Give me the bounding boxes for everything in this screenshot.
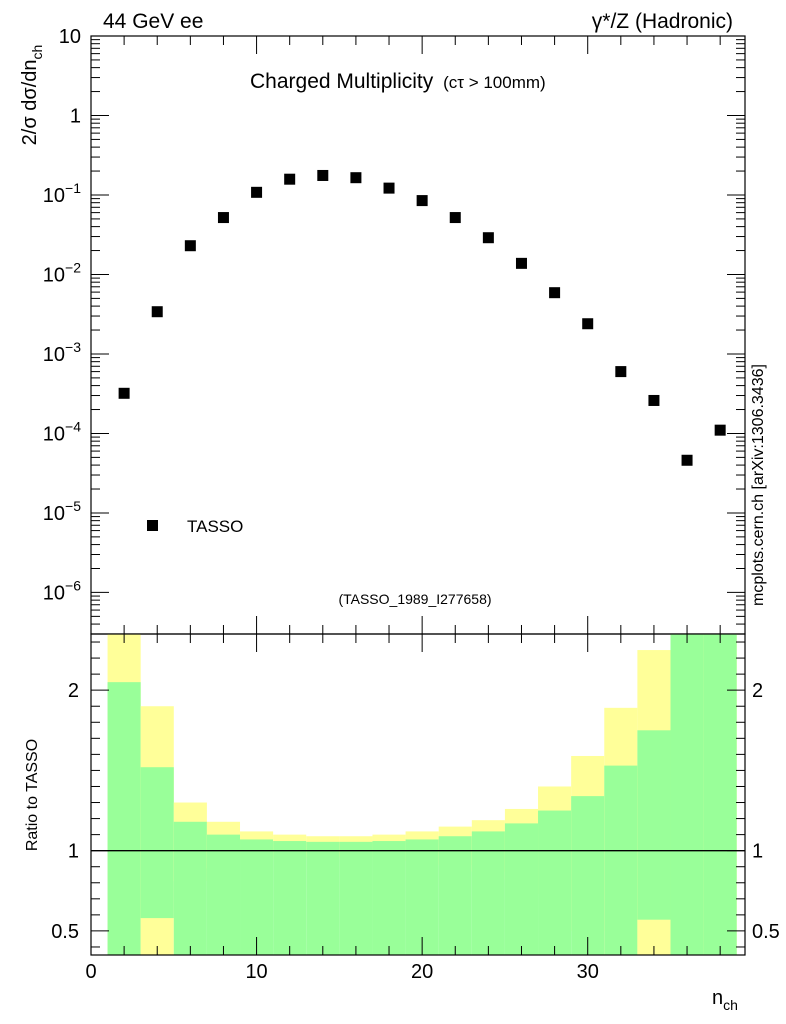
xtick-label-1: 10 <box>245 961 267 983</box>
ratio-inner-band-4 <box>240 839 274 955</box>
ratio-inner-band-13 <box>538 810 572 955</box>
main-ytick-label-1: 1 <box>70 105 81 127</box>
data-point <box>549 287 561 299</box>
data-point <box>350 172 362 184</box>
ratio-inner-band-12 <box>504 823 539 955</box>
data-point <box>714 424 726 436</box>
chart-title-suffix: (cτ > 100mm) <box>443 73 546 92</box>
data-point <box>284 173 296 185</box>
main-frame <box>90 35 746 635</box>
main-ylabel: 2/σ dσ/dnch <box>19 45 45 146</box>
data-point <box>615 366 627 378</box>
ratio-ytick-label-left-1: 1 <box>68 841 79 863</box>
header-left-label: 44 GeV ee <box>103 10 203 33</box>
main-ytick-label-4: 10−3 <box>43 339 81 366</box>
ratio-ytick-label-right-2: 2 <box>752 680 763 702</box>
data-point <box>151 306 163 318</box>
ratio-inner-band-17 <box>670 634 704 955</box>
ratio-ylabel: Ratio to TASSO <box>24 739 41 851</box>
main-data-points <box>118 169 726 466</box>
ratio-ytick-label-right-0: 0.5 <box>752 921 780 943</box>
ratio-inner-band-18 <box>703 634 737 955</box>
ratio-inner-band-1 <box>140 767 174 919</box>
data-point <box>482 232 494 244</box>
main-axis: 10 1 10−1 10−2 10−3 10−4 10−5 10−6 <box>43 26 746 635</box>
ratio-ytick-label-left-0: 0.5 <box>51 921 79 943</box>
ratio-axis: 0.5 0.51 12 20 10 20 30 <box>51 633 780 983</box>
ratio-inner-band-7 <box>339 841 373 955</box>
main-ytick-label-7: 10−6 <box>43 577 81 604</box>
ratio-inner-band-2 <box>173 821 207 955</box>
data-point <box>217 212 229 224</box>
xtick-label-0: 0 <box>85 961 96 983</box>
xtick-label-2: 20 <box>411 961 433 983</box>
data-point <box>317 169 329 181</box>
ratio-inner-band-3 <box>206 834 241 955</box>
data-point <box>515 257 527 269</box>
data-point <box>251 186 263 198</box>
ratio-ytick-label-left-2: 2 <box>68 680 79 702</box>
legend-marker <box>147 520 158 531</box>
ratio-inner-band-11 <box>471 831 505 955</box>
ratio-inner-band-15 <box>604 765 638 955</box>
main-ytick-label-3: 10−2 <box>43 259 81 286</box>
data-point <box>582 318 594 330</box>
data-point <box>681 454 693 466</box>
data-point <box>648 394 660 406</box>
main-ytick-label-0: 10 <box>59 26 81 48</box>
ratio-frame <box>90 633 746 956</box>
x-axis-label: nch <box>712 987 738 1013</box>
ratio-inner-band-10 <box>438 836 472 955</box>
chart-title: Charged Multiplicity (cτ > 100mm) <box>250 70 546 93</box>
main-ytick-label-2: 10−1 <box>43 180 81 207</box>
chart-title-main: Charged Multiplicity <box>250 70 434 93</box>
ratio-ytick-label-right-1: 1 <box>752 841 763 863</box>
ratio-inner-band-16 <box>637 730 671 920</box>
ratio-inner-band-0 <box>107 682 141 955</box>
data-point <box>184 240 196 252</box>
main-ytick-label-6: 10−5 <box>43 498 81 525</box>
data-point <box>449 212 461 224</box>
ratio-inner-band-8 <box>372 841 406 955</box>
data-point <box>118 387 130 399</box>
main-ytick-label-5: 10−4 <box>43 418 81 445</box>
ratio-bands <box>91 634 745 955</box>
legend-label: TASSO <box>187 517 243 536</box>
side-label: mcplots.cern.ch [arXiv:1306.3436] <box>750 364 767 606</box>
ratio-inner-band-14 <box>571 796 605 955</box>
data-point <box>416 195 428 207</box>
xtick-label-3: 30 <box>577 961 599 983</box>
ratio-inner-band-6 <box>306 841 340 955</box>
ratio-inner-band-5 <box>273 841 307 955</box>
header-right-label: γ*/Z (Hadronic) <box>592 10 733 33</box>
ratio-inner-band-9 <box>405 839 439 955</box>
data-point <box>383 182 395 194</box>
reference-label: (TASSO_1989_I277658) <box>338 591 491 607</box>
